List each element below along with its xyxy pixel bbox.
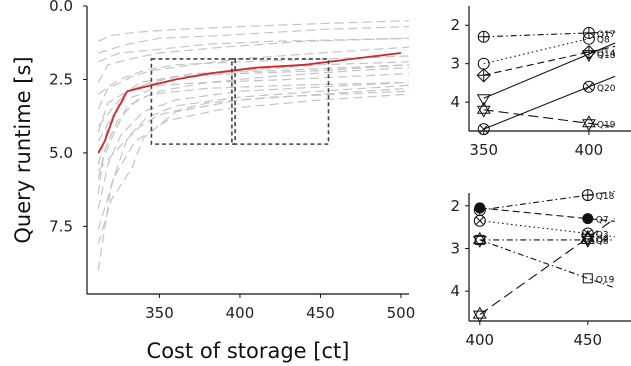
x-tick-label: 400 <box>575 141 604 159</box>
marker-x-stroke <box>584 82 594 91</box>
query-label: Q17 <box>597 30 616 40</box>
highlight-series-line <box>97 52 402 154</box>
marker-hexagram-down <box>472 235 487 248</box>
background-series-line <box>97 55 410 95</box>
y-tick-label: 5.0 <box>49 144 73 162</box>
y-tick-label: 3 <box>450 55 460 73</box>
query-label: Q19 <box>597 120 616 130</box>
marker-triangle-down <box>476 94 491 107</box>
query-label: Q9 <box>596 235 609 245</box>
background-series-line <box>97 64 410 133</box>
marker-hexagram-down <box>580 233 595 246</box>
marker-filled-circle <box>474 202 486 214</box>
marker-hexagram-up <box>580 229 595 242</box>
y-axis-label: Query runtime [s] <box>11 56 35 243</box>
background-series-line <box>97 93 410 230</box>
marker-hexagram-up <box>476 101 491 114</box>
x-tick-label: 400 <box>465 331 494 349</box>
marker-hexagram-up <box>580 231 595 244</box>
query-line <box>483 109 616 128</box>
marker-plus-stroke <box>582 189 594 201</box>
y-tick-label: 7.5 <box>49 217 73 235</box>
y-tick-label: 4 <box>450 282 460 300</box>
marker-plus-stroke <box>478 31 490 43</box>
y-tick-label: 2.5 <box>49 70 73 88</box>
x-tick-label: 500 <box>387 304 416 322</box>
query-line <box>479 218 616 316</box>
query-label: Q19 <box>596 275 615 285</box>
marker-filled-circle <box>582 213 594 225</box>
marker-hexagram-down <box>582 119 596 132</box>
marker-circle-x <box>582 80 595 93</box>
y-tick-label: 0.0 <box>49 0 73 15</box>
marker-hexagram-down <box>476 105 491 118</box>
marker-x-stroke <box>475 216 485 225</box>
query-line <box>483 31 616 65</box>
query-line <box>479 220 615 238</box>
background-series-line <box>97 67 410 142</box>
query-line <box>479 190 615 211</box>
background-series-line <box>98 26 410 54</box>
background-series-line <box>97 87 410 245</box>
background-series-line <box>97 46 410 110</box>
marker-circle-x <box>477 123 490 136</box>
y-tick-label: 2 <box>450 16 460 34</box>
marker-diamond-plus <box>476 68 491 83</box>
query-line <box>479 207 615 222</box>
x-tick-label: 450 <box>306 304 335 322</box>
marker-square <box>582 273 593 284</box>
marker-circle-x <box>473 214 486 227</box>
query-label: Q14 <box>597 49 616 59</box>
x-tick-label: 450 <box>573 331 602 349</box>
y-tick-label: 2 <box>450 197 460 215</box>
x-axis-label: Cost of storage [ct] <box>147 339 350 363</box>
x-tick-label: 350 <box>145 304 174 322</box>
x-tick-label: 400 <box>226 304 255 322</box>
query-label: Q8 <box>596 237 609 247</box>
y-tick-label: 3 <box>450 239 460 257</box>
zoom-region-box <box>150 58 236 145</box>
marker-triangle-down <box>582 50 596 63</box>
background-series-line <box>97 84 410 271</box>
query-line <box>479 239 615 289</box>
y-tick-label: 4 <box>450 93 460 111</box>
marker-circle <box>582 32 595 45</box>
main-runtime-cost-chart: 350 400 450 500 0.0 2.5 5.0 7.5 Cost of storage … <box>11 0 415 363</box>
marker-hexagram-up <box>472 306 487 319</box>
background-series-line <box>97 73 410 180</box>
x-tick-label: 350 <box>469 141 498 159</box>
query-line <box>483 31 616 38</box>
background-series-line <box>97 81 410 195</box>
query-label: Q20 <box>597 84 616 94</box>
query-label: Q8 <box>597 36 610 46</box>
marker-x-stroke <box>479 124 488 134</box>
marker-hexagram-up <box>582 115 596 128</box>
background-series-line <box>97 61 410 127</box>
query-label: Q18 <box>596 192 615 202</box>
marker-hexagram-up <box>472 231 487 244</box>
background-series-line <box>97 64 410 165</box>
marker-hexagram-down <box>472 310 487 323</box>
background-series-line <box>98 20 410 42</box>
query-label: Q3 <box>596 231 609 241</box>
background-series-line <box>97 81 410 209</box>
background-series-line <box>97 37 410 83</box>
marker-square <box>474 234 485 245</box>
query-line <box>483 42 616 99</box>
query-line <box>483 45 616 76</box>
query-line <box>483 75 616 130</box>
query-label: Q18 <box>597 51 616 61</box>
background-series-line <box>97 90 410 171</box>
query-label: Q7 <box>596 216 609 226</box>
background-series-line <box>98 37 410 63</box>
